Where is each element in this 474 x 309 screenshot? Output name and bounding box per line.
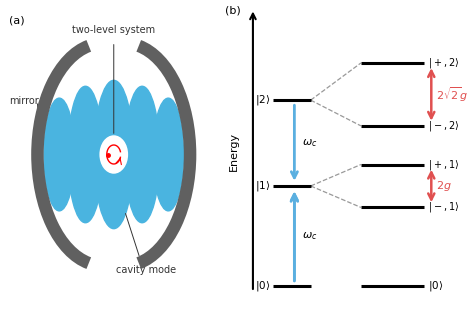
Text: $|2\rangle$: $|2\rangle$: [255, 93, 271, 107]
Ellipse shape: [44, 98, 74, 211]
Ellipse shape: [153, 98, 183, 211]
Text: $|+,2\rangle$: $|+,2\rangle$: [428, 56, 459, 70]
Text: $|+,1\rangle$: $|+,1\rangle$: [428, 158, 459, 171]
Text: $\omega_c$: $\omega_c$: [302, 137, 318, 149]
Text: $2g$: $2g$: [436, 179, 452, 193]
Text: $|1\rangle$: $|1\rangle$: [255, 179, 271, 193]
Ellipse shape: [68, 86, 103, 223]
Text: $|0\rangle$: $|0\rangle$: [255, 279, 271, 293]
Text: Energy: Energy: [229, 132, 239, 171]
Text: cavity mode: cavity mode: [117, 265, 176, 275]
Ellipse shape: [125, 86, 160, 223]
Text: mirror: mirror: [9, 96, 39, 106]
Text: (b): (b): [225, 6, 241, 16]
Text: $2\sqrt{2}g$: $2\sqrt{2}g$: [436, 85, 468, 104]
Text: $|0\rangle$: $|0\rangle$: [428, 279, 443, 293]
Circle shape: [100, 136, 128, 173]
Text: (a): (a): [9, 15, 25, 25]
Text: $|-,2\rangle$: $|-,2\rangle$: [428, 119, 459, 133]
Text: two-level system: two-level system: [72, 25, 155, 35]
Text: $\omega_c$: $\omega_c$: [302, 230, 318, 242]
Ellipse shape: [94, 80, 133, 229]
Text: $|-,1\rangle$: $|-,1\rangle$: [428, 201, 459, 214]
